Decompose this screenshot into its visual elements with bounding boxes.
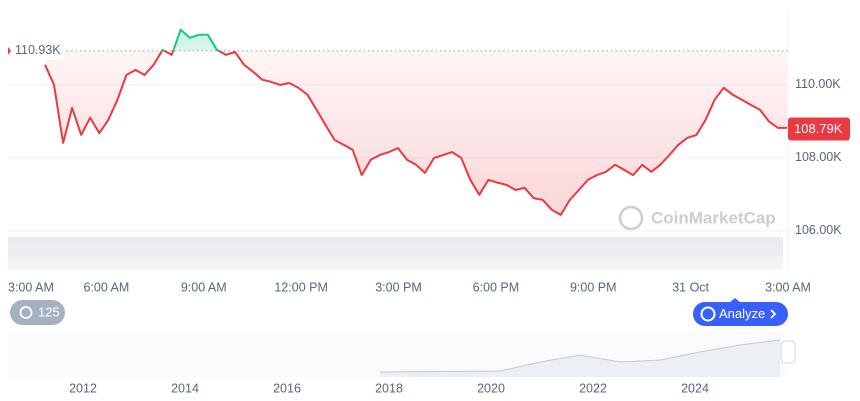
baseline-label: 110.93K bbox=[15, 43, 61, 57]
volume-band bbox=[8, 237, 783, 270]
x-tick-label: 3:00 PM bbox=[375, 280, 422, 294]
analyze-label: Analyze bbox=[719, 306, 765, 321]
x-tick-label: 3:00 AM bbox=[765, 280, 811, 294]
baseline-marker bbox=[8, 46, 11, 55]
area-fill bbox=[45, 29, 787, 215]
navigator-year: 2014 bbox=[171, 381, 199, 395]
x-tick-label: 6:00 AM bbox=[83, 280, 129, 294]
x-tick-label: 3:00 AM bbox=[8, 280, 54, 294]
navigator-year: 2016 bbox=[273, 381, 301, 395]
y-tick-label: 108.00K bbox=[795, 150, 842, 164]
watermark: CoinMarketCap bbox=[618, 205, 776, 231]
history-count: 125 bbox=[38, 304, 60, 319]
x-tick-label: 31 Oct bbox=[672, 280, 709, 294]
navigator-year: 2012 bbox=[69, 381, 97, 395]
price-line bbox=[44, 28, 787, 216]
y-tick-label: 106.00K bbox=[795, 223, 842, 237]
x-tick-label: 12:00 PM bbox=[274, 280, 328, 294]
watermark-text: CoinMarketCap bbox=[651, 208, 776, 227]
history-button[interactable]: 125 bbox=[10, 300, 65, 325]
x-tick-label: 6:00 PM bbox=[473, 280, 520, 294]
last-price-badge bbox=[788, 117, 850, 141]
y-tick-label: 110.00K bbox=[795, 77, 841, 91]
x-tick-label: 9:00 PM bbox=[570, 280, 617, 294]
navigator-year: 2020 bbox=[477, 381, 505, 395]
navigator-year: 2018 bbox=[375, 381, 403, 395]
navigator-line bbox=[379, 339, 781, 373]
navigator-year: 2022 bbox=[579, 381, 607, 395]
last-price-label: 108.79K bbox=[794, 121, 843, 136]
baseline-label-bg bbox=[12, 41, 64, 60]
x-tick-label: 9:00 AM bbox=[181, 280, 227, 294]
navigator-year: 2024 bbox=[681, 381, 709, 395]
navigator-area bbox=[380, 340, 780, 377]
navigator-handle[interactable] bbox=[780, 340, 796, 364]
analyze-button[interactable]: Analyze bbox=[693, 298, 788, 326]
